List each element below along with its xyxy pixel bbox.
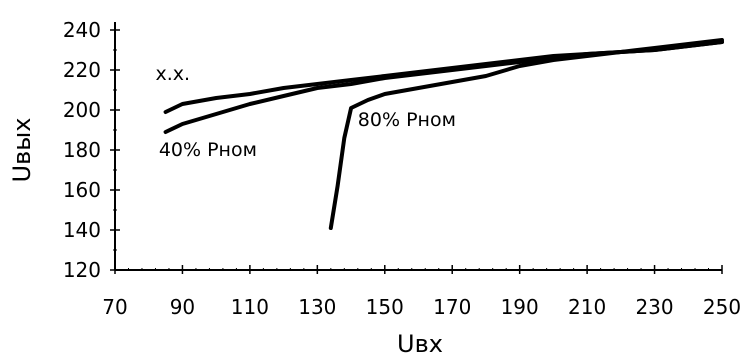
x-tick-label: 210: [568, 295, 606, 319]
y-tick-label: 160: [63, 178, 101, 202]
y-tick-label: 180: [63, 138, 101, 162]
x-tick-label: 230: [635, 295, 673, 319]
x-tick-label: 250: [703, 295, 741, 319]
y-ticks: 120 140 160 180 200 220 240: [63, 18, 120, 282]
series-line: [328, 38, 724, 230]
x-tick-label: 170: [433, 295, 471, 319]
y-tick-label: 200: [63, 98, 101, 122]
series-layer: [163, 38, 724, 230]
y-axis-title: Uвых: [8, 118, 36, 183]
series-annotation: 80% Pном: [358, 109, 456, 131]
x-tick-label: 70: [102, 295, 127, 319]
series-annotation: х.х.: [155, 63, 190, 85]
x-tick-label: 130: [298, 295, 336, 319]
x-ticks: 70 90 110 130 150 170 190 210 230 250: [102, 265, 741, 319]
annotations: х.х. 40% Pном 80% Pном: [155, 63, 455, 161]
series-annotation: 40% Pном: [159, 139, 257, 161]
x-tick-label: 150: [366, 295, 404, 319]
x-axis-title: Uвх: [397, 330, 443, 358]
x-tick-label: 110: [231, 295, 269, 319]
axes: [114, 22, 722, 271]
y-tick-label: 140: [63, 218, 101, 242]
y-tick-label: 220: [63, 58, 101, 82]
x-tick-label: 190: [501, 295, 539, 319]
x-tick-label: 90: [170, 295, 195, 319]
y-tick-label: 240: [63, 18, 101, 42]
y-tick-label: 120: [63, 258, 101, 282]
